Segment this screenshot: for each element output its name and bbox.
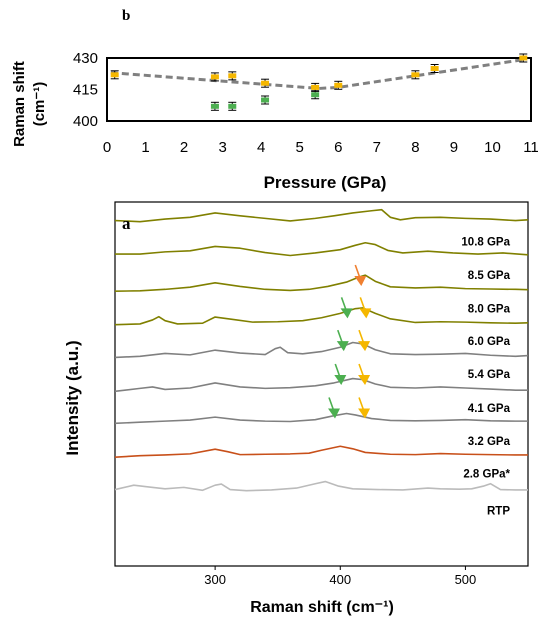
panel-b-data-point <box>519 53 528 63</box>
marker <box>311 92 320 98</box>
marker <box>334 82 343 88</box>
peak-arrow <box>358 363 371 385</box>
spectrum-line <box>115 241 529 257</box>
spectrum-line <box>114 445 528 458</box>
panel-b-xtick-label: 1 <box>141 139 149 156</box>
panel-b-data-point <box>110 70 119 80</box>
panel-b-data-point <box>261 78 270 88</box>
spectrum-label: RTP <box>487 506 510 518</box>
panel-b-data-point <box>411 70 420 80</box>
panel-b-ylabel-line1: Raman shift <box>11 61 28 147</box>
peak-arrow <box>359 297 372 319</box>
panel-a-xlabel: Raman shift (cm⁻¹) <box>250 599 394 616</box>
panel-b-data-point <box>228 71 237 81</box>
marker <box>519 55 528 61</box>
arrow-head <box>354 275 367 286</box>
arrow-head <box>336 341 349 352</box>
spectrum-line <box>114 274 529 292</box>
panel-b-xtick-label: 9 <box>450 139 458 156</box>
arrow-head <box>358 375 371 385</box>
panel-label-b: b <box>122 8 130 24</box>
marker <box>228 73 237 79</box>
panel-b-xtick-label: 8 <box>411 139 419 156</box>
arrow-head <box>359 308 372 319</box>
panel-a-xtick-label: 400 <box>329 572 351 587</box>
panel-b-xtick-label: 2 <box>180 139 188 156</box>
marker <box>210 103 219 109</box>
marker <box>411 72 420 78</box>
marker <box>261 97 270 103</box>
spectrum-line <box>114 341 529 359</box>
spectrum-label: 3.2 GPa <box>468 436 511 448</box>
panel-b-trend-line <box>110 57 528 90</box>
panel-b-xlabel: Pressure (GPa) <box>264 173 387 192</box>
peak-arrow <box>328 397 341 419</box>
panel-a-plot: 300 400 500 10.8 GPa 8.5 GPa 8.0 GPa 6.0 GPa 5.… <box>114 201 529 587</box>
panel-b-data-point <box>311 82 320 92</box>
peak-arrow <box>334 363 347 385</box>
panel-b-data-point <box>210 72 219 82</box>
spectrum-line <box>114 307 529 326</box>
panel-label-a: a <box>122 214 131 233</box>
panel-b-data-point <box>210 101 219 111</box>
marker <box>261 80 270 86</box>
spectrum-line <box>114 208 529 223</box>
spectrum-label: 5.4 GPa <box>468 369 511 381</box>
panel-b-data-point <box>261 95 270 105</box>
marker <box>110 72 119 78</box>
panel-b-xtick-label: 5 <box>296 139 304 156</box>
panel-b-xtick-label: 7 <box>373 139 381 156</box>
spectrum-line <box>114 480 528 492</box>
panel-b-xtick-label: 4 <box>257 139 265 156</box>
panel-b-data-point <box>228 101 237 111</box>
panel-b-data-point <box>430 64 439 73</box>
spectrum-label: 6.0 GPa <box>468 336 511 348</box>
panel-b-plot: 0 1 2 3 4 5 6 7 8 9 10 11 400 415 430 <box>73 50 539 156</box>
panel-b-ylabel-line2: (cm⁻¹) <box>31 82 48 127</box>
arrow-head <box>340 308 353 319</box>
spectrum-label: 8.0 GPa <box>468 303 511 315</box>
panel-b-xtick-label: 10 <box>484 139 501 156</box>
marker <box>311 84 320 90</box>
panel-b-data-point <box>311 90 320 100</box>
peak-arrow <box>340 297 353 319</box>
peak-arrow <box>354 264 367 286</box>
marker <box>430 66 439 71</box>
panel-b-xtick-label: 6 <box>334 139 342 156</box>
arrow-head <box>334 375 347 385</box>
arrow-head <box>358 341 371 352</box>
panel-b-data-point <box>334 80 343 90</box>
spectrum-line <box>114 412 528 425</box>
spectrum-label: 8.5 GPa <box>468 270 511 282</box>
peak-arrow <box>358 397 371 419</box>
peak-arrow <box>358 329 371 352</box>
panel-b-ytick-label: 400 <box>73 113 98 130</box>
marker <box>210 74 219 80</box>
panel-b-frame <box>106 57 532 122</box>
panel-b-xtick-label: 11 <box>523 139 539 156</box>
panel-b-ytick-label: 430 <box>73 50 98 67</box>
marker <box>228 103 237 109</box>
spectrum-label: 10.8 GPa <box>461 237 510 249</box>
panel-a-xtick-label: 300 <box>204 572 226 587</box>
spectrum-line <box>114 377 528 393</box>
panel-a-xtick-label: 500 <box>455 572 477 587</box>
panel-a-ylabel: Intensity (a.u.) <box>63 340 82 455</box>
panel-a-frame <box>114 201 529 567</box>
panel-b-xtick-label: 0 <box>103 139 111 156</box>
spectrum-label: 4.1 GPa <box>468 403 511 415</box>
panel-b-xtick-label: 3 <box>218 139 226 156</box>
arrow-head <box>328 408 341 419</box>
peak-arrow <box>336 329 349 352</box>
panel-b-ytick-label: 415 <box>73 82 98 99</box>
arrow-head <box>358 408 371 419</box>
spectrum-label: 2.8 GPa* <box>463 469 510 481</box>
